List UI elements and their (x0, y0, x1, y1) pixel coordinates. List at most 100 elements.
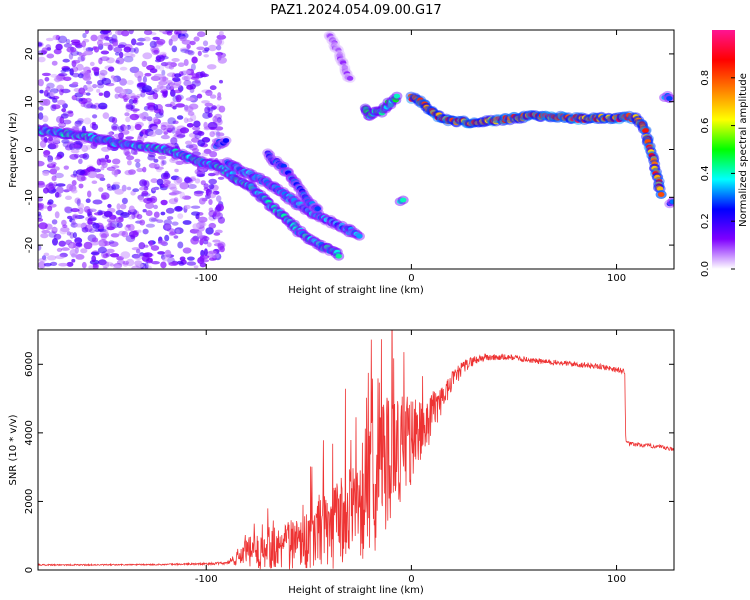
spectrogram-noise-cell (71, 258, 76, 263)
spectrogram-noise-cell (179, 47, 190, 52)
spectrogram-noise-cell (131, 38, 137, 46)
spectrogram-track-cell (392, 97, 399, 103)
spectrogram-noise-cell (118, 125, 124, 133)
spectrogram-noise-cell (84, 97, 92, 103)
spectrogram-noise-cell (106, 166, 116, 171)
spectrogram-noise-cell (153, 49, 159, 54)
spectrogram-noise-cell (116, 203, 121, 211)
spectrogram-noise-cell (196, 93, 203, 99)
spectrogram-noise-cell (125, 136, 134, 140)
spectrogram-noise-cell (199, 238, 204, 246)
spectrogram-noise-cell (101, 161, 108, 168)
spectrogram-noise-cell (191, 211, 200, 216)
spectrogram-noise-cell (132, 99, 138, 104)
spectrogram-noise-cell (205, 188, 212, 197)
spectrogram-noise-cell (157, 240, 167, 245)
spectrogram-noise-cell (151, 126, 159, 131)
spectrogram-noise-cell (201, 137, 211, 143)
spectrogram-noise-cell (184, 106, 194, 113)
spectrogram-noise-cell (146, 102, 156, 107)
spectrogram-noise-cell (121, 30, 130, 37)
spectrogram-noise-cell (86, 84, 93, 89)
spectrogram-track-cell (340, 60, 347, 66)
spectrogram-noise-cell (39, 89, 44, 94)
spectrogram-noise-cell (51, 104, 61, 110)
spectrogram-noise-cell (208, 199, 213, 205)
spectrogram-noise-cell (112, 158, 121, 165)
spectrogram-noise-cell (215, 38, 223, 46)
spectrogram-noise-cell (143, 30, 153, 36)
spectrogram-noise-cell (131, 212, 136, 220)
spectrogram-noise-cell (142, 52, 153, 60)
spectrogram-noise-cell (143, 197, 153, 204)
spectrogram-noise-cell (146, 116, 153, 122)
spectrogram-noise-cell (150, 245, 160, 251)
spectrogram-noise-cell (87, 171, 98, 179)
spectrogram-noise-cell (162, 93, 168, 98)
spectrogram-noise-cell (55, 43, 63, 51)
spectrogram-noise-cell (152, 36, 160, 41)
spectrogram-noise-cell (133, 47, 139, 54)
spectrogram-noise-cell (212, 190, 220, 195)
spectrogram-noise-cell (161, 176, 169, 181)
spectrogram-noise-cell (209, 85, 217, 91)
spectrogram-tracks-layer (38, 30, 674, 261)
spectrogram-noise-cell (85, 30, 89, 35)
spectrogram-track-cell (669, 199, 674, 205)
spectrogram-noise-cell (158, 55, 169, 60)
spectrogram-track-cell (172, 148, 179, 154)
spectrogram-noise-cell (172, 120, 179, 125)
spectrogram-noise-cell (84, 70, 91, 79)
spectrogram-noise-cell (97, 209, 103, 216)
spectrogram-noise-cell (120, 89, 126, 96)
spectrogram-noise-cell (206, 64, 217, 70)
spectrogram-noise-cell (185, 140, 192, 145)
spectrogram-noise-cell (136, 93, 143, 98)
spectrogram-noise-cell (63, 165, 69, 170)
spectrogram-noise-cell (71, 213, 79, 220)
spectrogram-noise-cell (55, 34, 61, 41)
spectrogram-noise-cell (208, 172, 216, 177)
spectrogram-noise-cell (57, 123, 66, 127)
spectrogram-noise-cell (113, 265, 122, 269)
spectrogram-noise-cell (184, 104, 189, 111)
colorbar-label: Normalized spectral amplitude (738, 73, 749, 227)
spectrogram-noise-cell (134, 123, 142, 131)
spectrogram-noise-cell (175, 160, 184, 165)
spectrogram-noise-cell (179, 191, 186, 200)
spectrogram-track-cell (280, 163, 287, 169)
spectrogram-noise-cell (120, 203, 127, 210)
spectrogram-noise-cell (184, 176, 191, 184)
spectrogram-noise-cell (112, 42, 119, 47)
colorbar-ticks: 0.0 0.2 0.4 0.6 0.8 (700, 70, 735, 277)
spectrogram-noise-cell (166, 31, 173, 36)
spectrogram-noise-cell (61, 67, 71, 72)
spectrogram-noise-cell (66, 46, 77, 53)
spectrogram-noise-cell (193, 190, 204, 197)
spectrogram-noise-cell (56, 193, 62, 198)
spectrogram-noise-cell (190, 176, 196, 180)
spectrogram-noise-cell (191, 73, 200, 79)
spectrogram-noise-cell (54, 156, 61, 161)
spectrogram-noise-cell (65, 195, 72, 200)
spectrogram-noise-cell (212, 239, 221, 243)
spectrogram-noise-cell (85, 144, 91, 150)
spectrogram-noise-cell (183, 117, 189, 124)
spectrogram-noise-cell (48, 184, 57, 189)
spectrogram-noise-cell (197, 257, 205, 264)
spectrogram-noise-cell (218, 31, 224, 36)
spectrogram-noise-cell (151, 261, 160, 265)
spectrogram-noise-cell (172, 105, 177, 110)
spectrogram-noise-cell (98, 92, 104, 96)
spectrogram-noise-cell (161, 160, 167, 165)
spectrogram-noise-cell (123, 98, 128, 102)
spectrogram-noise-cell (71, 180, 77, 186)
spectrogram-noise-cell (192, 223, 200, 230)
spectrogram-noise-cell (204, 106, 211, 114)
spectrogram-noise-cell (130, 53, 136, 58)
spectrogram-noise-cell (121, 184, 127, 192)
spectrogram-noise-cell (118, 132, 124, 140)
spectrogram-noise-cell (106, 57, 115, 64)
spectrogram-noise-cell (74, 120, 82, 127)
